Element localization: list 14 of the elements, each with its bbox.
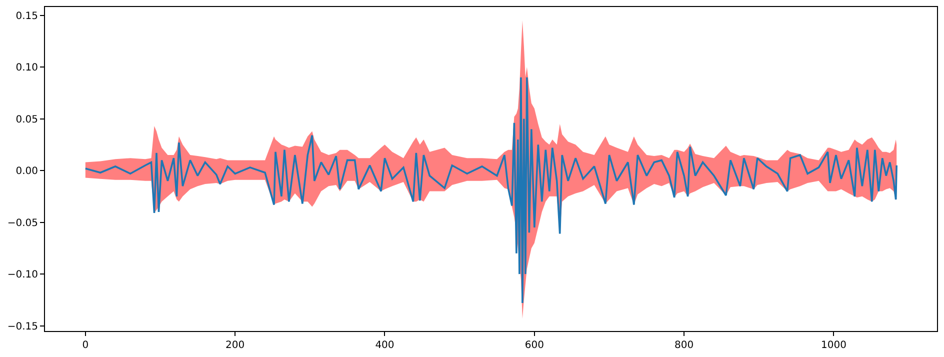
y-tick-label: 0.15 xyxy=(16,10,38,22)
x-tick-label: 0 xyxy=(82,340,89,351)
x-tick-label: 600 xyxy=(524,340,544,351)
y-tick-label: 0.05 xyxy=(16,114,38,126)
x-tick-label: 400 xyxy=(375,340,394,351)
x-tick-label: 1000 xyxy=(821,340,846,351)
y-tick-label: 0.00 xyxy=(16,166,38,178)
x-tick-label: 800 xyxy=(674,340,694,351)
y-tick-label: −0.05 xyxy=(7,218,38,229)
x-tick-label: 200 xyxy=(226,340,245,351)
y-tick-label: −0.10 xyxy=(7,270,38,281)
y-tick-label: 0.10 xyxy=(16,62,38,74)
y-tick-label: −0.15 xyxy=(7,321,38,332)
line-series xyxy=(84,76,898,304)
